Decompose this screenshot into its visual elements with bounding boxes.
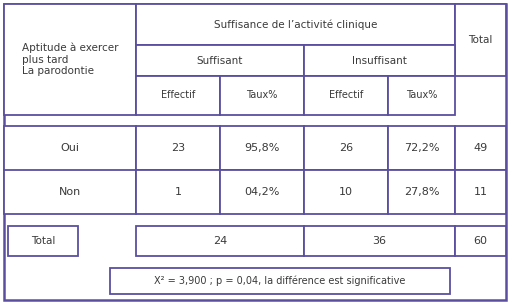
- Text: 10: 10: [338, 187, 352, 197]
- Bar: [219, 126, 303, 170]
- Text: 11: 11: [472, 187, 487, 197]
- Bar: [136, 45, 303, 76]
- Bar: [303, 45, 454, 76]
- Bar: [454, 170, 505, 214]
- Text: 27,8%: 27,8%: [403, 187, 438, 197]
- Text: 24: 24: [212, 236, 227, 246]
- Text: Aptitude à exercer
plus tard
La parodontie: Aptitude à exercer plus tard La parodont…: [22, 43, 118, 76]
- Text: Suffisant: Suffisant: [196, 56, 243, 65]
- Bar: [219, 170, 303, 214]
- Bar: [136, 126, 219, 170]
- Text: 36: 36: [372, 236, 386, 246]
- Text: Oui: Oui: [61, 143, 79, 153]
- Text: Insuffisant: Insuffisant: [351, 56, 406, 65]
- Bar: [136, 170, 219, 214]
- Text: X² = 3,900 ; p = 0,04, la différence est significative: X² = 3,900 ; p = 0,04, la différence est…: [154, 276, 405, 286]
- Text: 72,2%: 72,2%: [403, 143, 438, 153]
- Bar: [303, 76, 387, 115]
- Text: 60: 60: [472, 236, 487, 246]
- Text: Taux%: Taux%: [405, 91, 436, 101]
- Text: 95,8%: 95,8%: [244, 143, 279, 153]
- Text: 1: 1: [174, 187, 181, 197]
- Bar: [136, 226, 303, 256]
- Text: Effectif: Effectif: [160, 91, 195, 101]
- Text: Effectif: Effectif: [328, 91, 362, 101]
- Bar: [454, 226, 505, 256]
- Bar: [8, 226, 78, 256]
- Text: 26: 26: [338, 143, 352, 153]
- Bar: [454, 126, 505, 170]
- Bar: [303, 126, 387, 170]
- Text: 23: 23: [171, 143, 185, 153]
- Bar: [387, 126, 454, 170]
- Bar: [136, 4, 454, 45]
- Bar: [110, 268, 449, 294]
- Bar: [387, 170, 454, 214]
- Bar: [454, 4, 505, 76]
- Bar: [4, 126, 136, 214]
- Bar: [303, 226, 454, 256]
- Text: Taux%: Taux%: [246, 91, 277, 101]
- Text: Total: Total: [31, 236, 55, 246]
- Text: 04,2%: 04,2%: [244, 187, 279, 197]
- Text: Suffisance de l’activité clinique: Suffisance de l’activité clinique: [213, 19, 377, 30]
- Bar: [4, 4, 136, 115]
- Text: Total: Total: [467, 35, 492, 45]
- Text: 49: 49: [472, 143, 487, 153]
- Bar: [136, 76, 219, 115]
- Bar: [387, 76, 454, 115]
- Text: Non: Non: [59, 187, 81, 197]
- Bar: [219, 76, 303, 115]
- Bar: [303, 170, 387, 214]
